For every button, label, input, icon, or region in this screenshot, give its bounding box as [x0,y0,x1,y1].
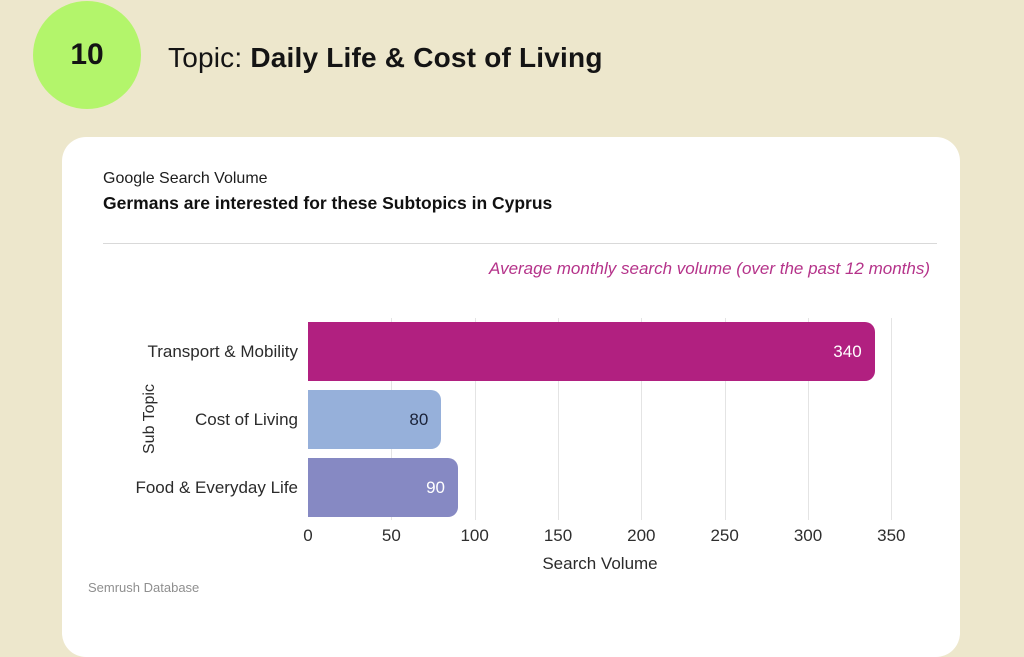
x-tick-300: 300 [793,526,823,545]
slide-number-badge: 10 [33,1,141,109]
category-label: Food & Everyday Life [135,477,298,497]
page-title: Topic: Daily Life & Cost of Living [168,42,603,74]
chart-note: Average monthly search volume (over the … [489,259,930,278]
gridline-200 [641,318,643,520]
chart-card: Google Search Volume Germans are interes… [62,137,960,657]
bar-value-label: 340 [833,341,862,361]
bar-value-label: 80 [409,409,429,429]
bar-row: Food & Everyday Life 90 [135,458,908,517]
card-heading: Germans are interested for these Subtopi… [103,193,553,213]
x-tick-50: 50 [381,526,401,545]
bar-chart-plot: Transport & Mobility 340 Cost of Living 80 F… [135,318,908,573]
source-note: Semrush Database [88,580,200,595]
x-tick-0: 0 [303,526,313,545]
bar-row: Transport & Mobility 340 [147,322,908,381]
x-tick-150: 150 [543,526,573,545]
x-tick-250: 250 [710,526,739,545]
bar: 90 [308,458,458,517]
gridline-100 [474,318,476,520]
x-tick-100: 100 [460,526,489,545]
card-subtitle: Google Search Volume [103,170,268,187]
gridline-350 [891,318,893,520]
bar: 80 [308,390,442,449]
page-title-prefix: Topic: [168,42,251,73]
gridline-150 [558,318,559,520]
x-tick-200: 200 [627,526,656,545]
slide-number: 10 [70,38,104,71]
bar: 340 [308,322,875,381]
category-label: Cost of Living [195,409,298,429]
divider [103,243,937,244]
bar-row: Cost of Living 80 [195,390,908,449]
gridline-300 [808,318,809,520]
category-label: Transport & Mobility [147,341,298,361]
y-axis-label: Sub Topic [141,384,158,454]
x-axis-label: Search Volume [542,554,658,573]
page-title-topic: Daily Life & Cost of Living [250,42,603,73]
bar-value-label: 90 [426,477,445,497]
gridline-250 [724,318,726,520]
x-tick-350: 350 [877,526,906,545]
